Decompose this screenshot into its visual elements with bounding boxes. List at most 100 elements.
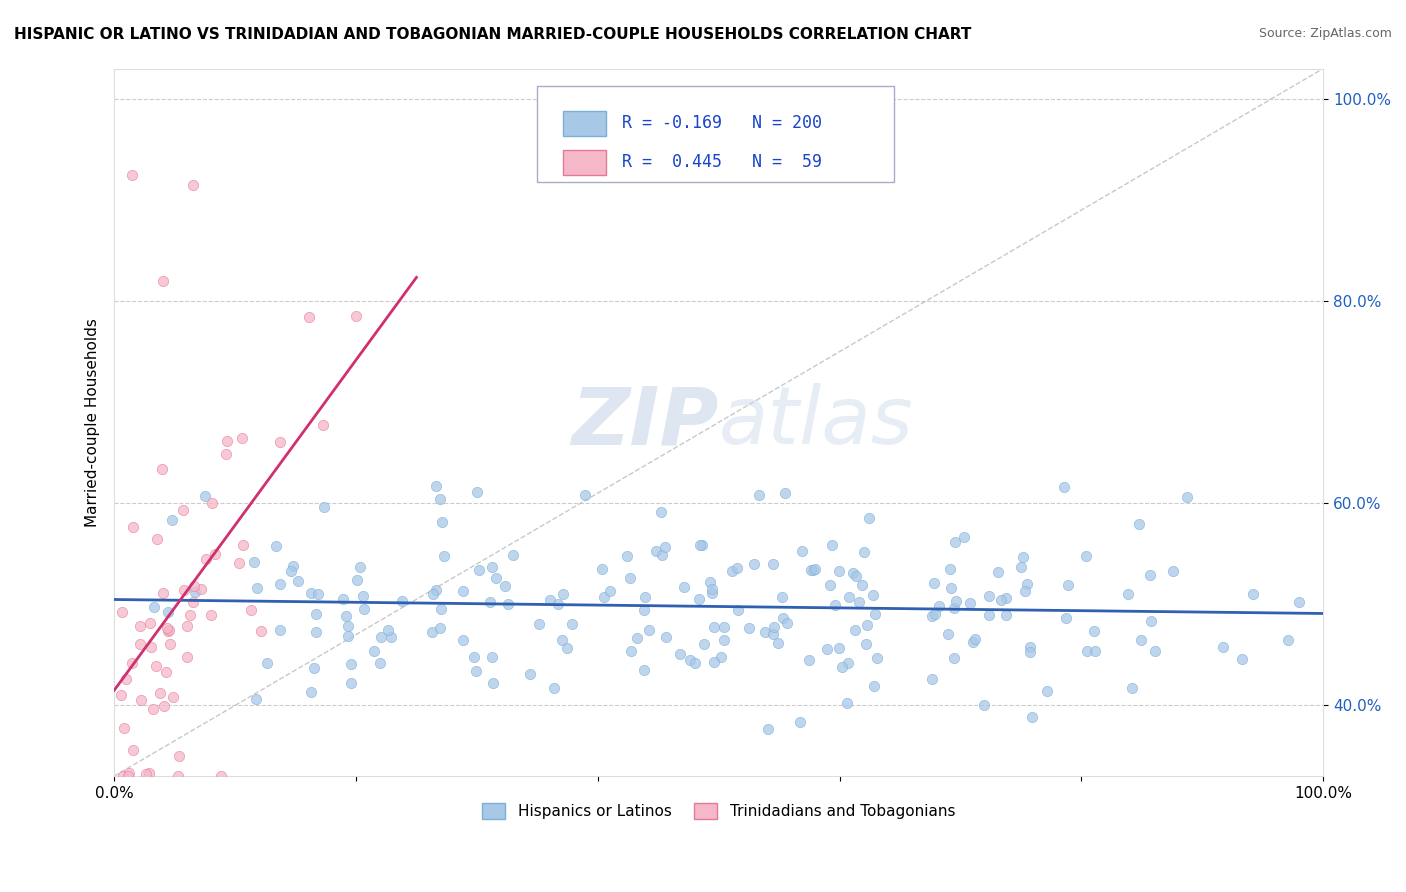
Point: [959, 596, 981, 610]
Point: [702, 582, 724, 597]
Point: [156, 621, 179, 635]
Point: [599, 583, 621, 598]
Point: [538, 592, 561, 607]
Point: [307, 587, 329, 601]
Point: [703, 620, 725, 634]
Point: [655, 630, 678, 644]
Point: [256, 656, 278, 670]
Point: [149, 686, 172, 700]
Point: [689, 538, 711, 552]
Point: [243, 555, 266, 569]
Point: [790, 543, 813, 558]
Point: [139, 640, 162, 654]
Point: [815, 642, 838, 657]
Point: [837, 591, 859, 605]
Point: [529, 617, 551, 632]
FancyBboxPatch shape: [562, 111, 606, 136]
Point: [336, 629, 359, 643]
Point: [496, 597, 519, 611]
Point: [370, 657, 392, 671]
Point: [848, 594, 870, 608]
Point: [138, 765, 160, 780]
Point: [620, 643, 643, 657]
Point: [994, 591, 1017, 605]
Point: [800, 563, 823, 577]
Point: [939, 562, 962, 576]
Point: [217, 434, 239, 449]
Point: [160, 513, 183, 527]
Point: [117, 769, 139, 783]
Point: [828, 641, 851, 656]
Point: [748, 488, 770, 502]
Point: [194, 551, 217, 566]
Y-axis label: Married-couple Households: Married-couple Households: [86, 318, 100, 527]
Point: [862, 588, 884, 602]
Point: [669, 647, 692, 661]
Point: [699, 574, 721, 589]
Point: [422, 587, 444, 601]
Point: [1074, 549, 1097, 563]
FancyBboxPatch shape: [562, 150, 606, 175]
Point: [1288, 594, 1310, 608]
Point: [1053, 480, 1076, 494]
Point: [465, 664, 488, 678]
Point: [593, 590, 616, 604]
Point: [115, 672, 138, 686]
Point: [298, 310, 321, 325]
Point: [820, 578, 842, 592]
Point: [1021, 710, 1043, 724]
Point: [936, 627, 959, 641]
Point: [837, 656, 859, 670]
Point: [977, 607, 1000, 622]
Point: [1143, 643, 1166, 657]
Point: [619, 571, 641, 585]
Point: [851, 578, 873, 592]
Point: [713, 632, 735, 647]
Point: [928, 599, 950, 613]
Point: [143, 600, 166, 615]
Point: [738, 621, 761, 635]
Point: [312, 500, 335, 514]
Point: [155, 665, 177, 679]
Point: [1277, 632, 1299, 647]
Point: [756, 722, 779, 736]
Point: [679, 653, 702, 667]
Point: [574, 488, 596, 502]
Point: [762, 557, 785, 571]
Point: [269, 623, 291, 637]
Point: [335, 609, 357, 624]
Point: [720, 564, 742, 578]
Point: [1019, 645, 1042, 659]
Point: [145, 658, 167, 673]
Point: [112, 721, 135, 735]
Point: [789, 715, 811, 730]
Point: [858, 511, 880, 525]
Point: [481, 649, 503, 664]
Point: [1014, 584, 1036, 599]
Point: [1076, 644, 1098, 658]
Point: [209, 769, 232, 783]
Point: [183, 579, 205, 593]
Point: [821, 538, 844, 552]
Point: [129, 692, 152, 706]
Point: [302, 661, 325, 675]
Point: [181, 178, 204, 192]
Point: [128, 619, 150, 633]
Point: [633, 590, 655, 604]
Point: [240, 603, 263, 617]
Point: [337, 619, 360, 633]
Point: [339, 657, 361, 672]
Point: [152, 699, 174, 714]
Point: [152, 586, 174, 600]
Point: [688, 591, 710, 606]
Point: [772, 611, 794, 625]
Point: [159, 637, 181, 651]
Point: [1130, 633, 1153, 648]
Point: [1241, 587, 1264, 601]
Point: [232, 538, 254, 552]
Point: [1010, 560, 1032, 574]
Point: [633, 663, 655, 677]
Legend: Hispanics or Latinos, Trinidadians and Tobagonians: Hispanics or Latinos, Trinidadians and T…: [477, 797, 962, 825]
Point: [773, 486, 796, 500]
Point: [650, 505, 672, 519]
